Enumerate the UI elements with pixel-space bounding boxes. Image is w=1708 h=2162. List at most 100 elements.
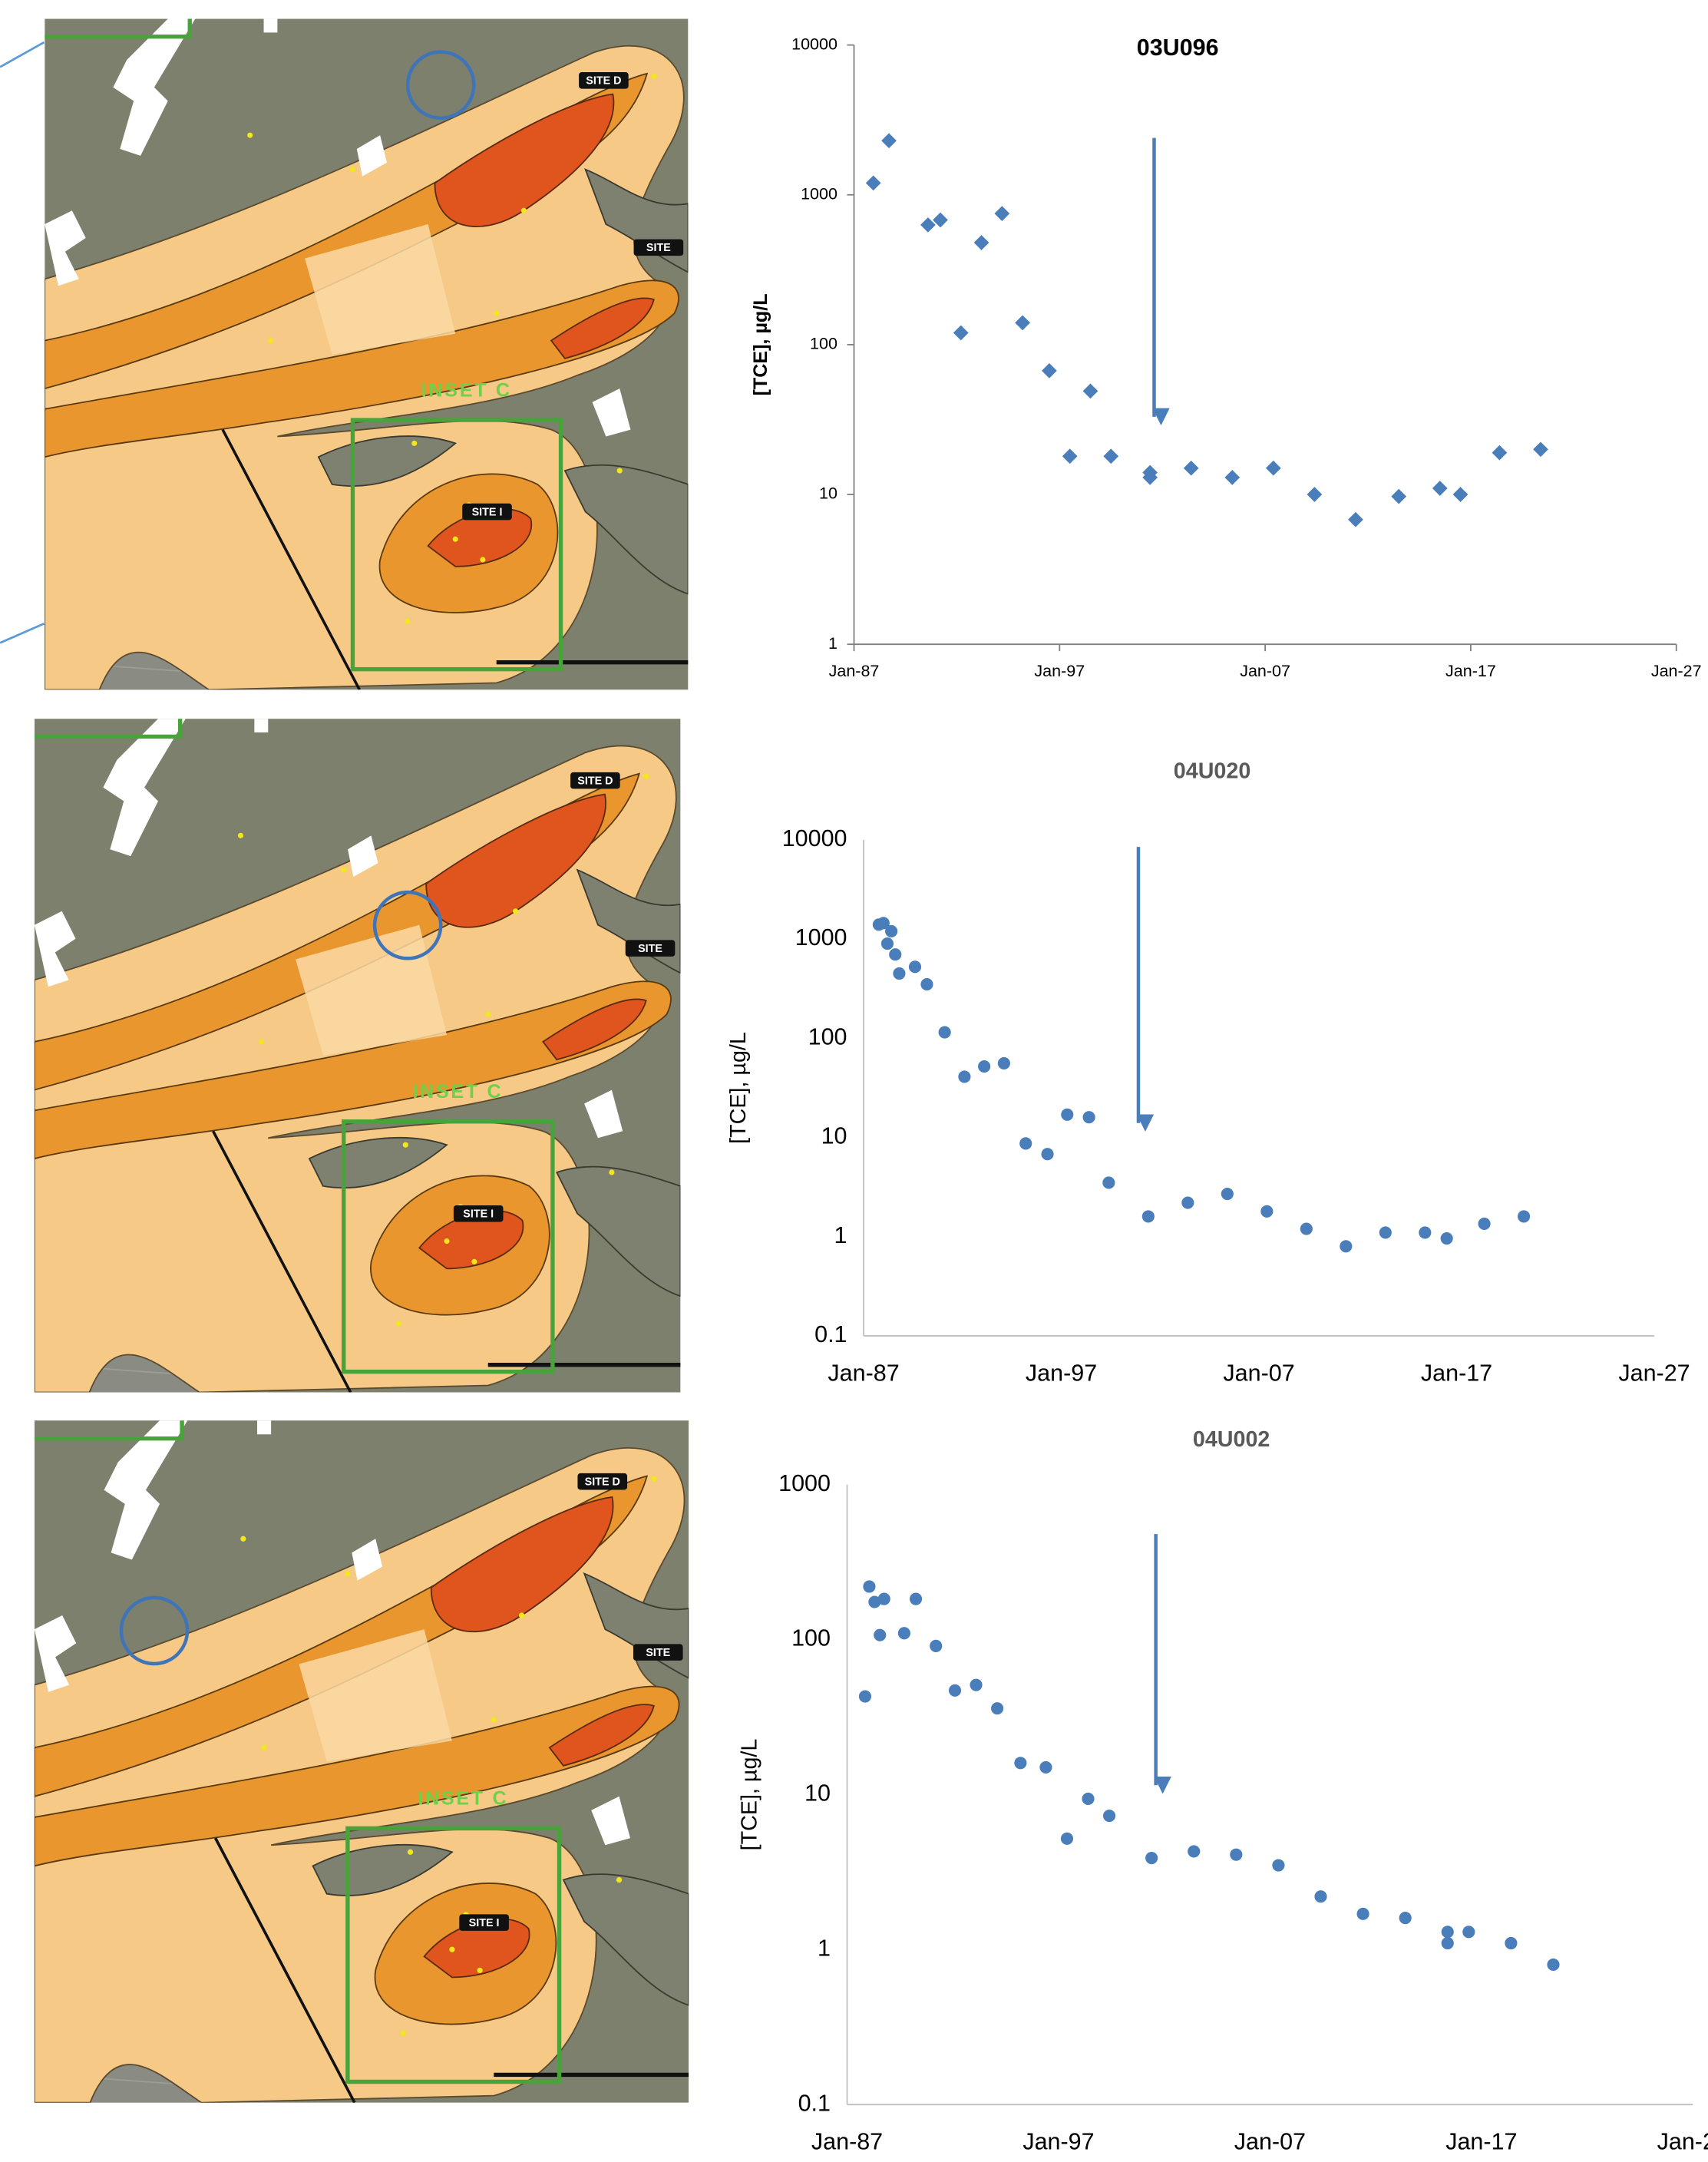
data-point [1061, 1108, 1074, 1121]
site-tag-bg [625, 940, 676, 957]
data-point [933, 212, 948, 228]
data-point [1478, 1217, 1491, 1230]
y-tick-label: 10 [804, 1780, 831, 1807]
data-point [1103, 448, 1119, 464]
data-point [1399, 1912, 1412, 1925]
data-point [1014, 1757, 1027, 1770]
data-point [1181, 1196, 1194, 1209]
chart-title: 04U002 [1193, 1427, 1270, 1452]
data-point [997, 1056, 1010, 1069]
data-point [973, 235, 989, 250]
y-axis-label: [TCE], µg/L [738, 1739, 762, 1851]
site-label: SITE [638, 943, 662, 955]
site-label: SITE D [577, 775, 613, 787]
data-point [1183, 460, 1199, 476]
data-point [908, 960, 922, 974]
data-point [1432, 481, 1448, 496]
x-tick-label: Jan-87 [829, 662, 880, 680]
site-tag-bg [453, 1205, 504, 1222]
site-tag-bg [462, 503, 512, 521]
x-tick-label: Jan-87 [828, 1360, 899, 1386]
x-tick-label: Jan-17 [1445, 2129, 1517, 2155]
data-point [1015, 315, 1030, 331]
map-panel [35, 719, 681, 1392]
well-circle [119, 1595, 190, 1666]
y-tick-label: 10 [819, 484, 837, 503]
chart: 03U096 [TCE], µg/L 1 10 100 1000 10000 Jan-87 Ja… [750, 35, 1702, 680]
data-point [1505, 1936, 1518, 1950]
x-tick-label: Jan-97 [1022, 2129, 1094, 2155]
site-tag-bg [570, 772, 620, 789]
data-point [880, 937, 894, 950]
data-point [1082, 1792, 1095, 1805]
y-tick-label: 1000 [801, 184, 837, 203]
data-point [1042, 362, 1057, 379]
data-point [909, 1592, 923, 1605]
chart-title: 04U020 [1174, 759, 1251, 784]
site-label: SITE I [469, 1917, 500, 1929]
data-point [863, 1580, 876, 1593]
site-tag-bg [459, 1914, 509, 1931]
data-point [958, 1070, 971, 1083]
data-point [1533, 441, 1548, 458]
site-tag-bg [579, 72, 629, 89]
data-point [994, 206, 1010, 222]
data-point [1307, 487, 1323, 502]
data-point [865, 175, 881, 191]
site-label: SITE I [463, 1208, 494, 1220]
data-point [1300, 1222, 1313, 1235]
y-axis-label: [TCE], µg/L [750, 293, 771, 395]
data-point [1062, 448, 1078, 464]
x-tick-label: Jan-07 [1234, 2129, 1306, 2155]
y-tick-label: 0.1 [814, 1321, 847, 1347]
data-point [991, 1702, 1004, 1715]
x-tick-label: Jan-17 [1445, 662, 1496, 680]
data-point [885, 924, 898, 938]
well-circle [405, 50, 476, 120]
callout-line [0, 623, 45, 644]
data-point [938, 1026, 951, 1039]
data-point [1419, 1226, 1432, 1239]
site-label: SITE D [585, 1476, 620, 1488]
y-tick-label: 10 [821, 1123, 847, 1149]
map-panel [0, 19, 688, 690]
site-label: SITE D [586, 74, 621, 87]
data-point [1141, 1210, 1155, 1223]
data-point [1492, 445, 1508, 461]
inset-label: INSET C [412, 1081, 503, 1102]
x-tick-label: Jan-27 [1618, 1360, 1690, 1386]
data-point [1102, 1809, 1116, 1823]
data-point [1379, 1226, 1392, 1239]
data-point [889, 948, 902, 961]
data-point [920, 217, 936, 233]
chart-title: 03U096 [1137, 35, 1219, 61]
y-tick-label: 100 [810, 335, 837, 353]
y-tick-label: 1 [828, 634, 837, 653]
y-tick-label: 0.1 [798, 2090, 831, 2116]
data-point [1082, 383, 1098, 399]
data-point [1348, 511, 1363, 527]
data-point [858, 1690, 872, 1703]
inset-label: INSET C [421, 379, 512, 401]
data-point [1102, 1176, 1115, 1189]
data-point [1145, 1851, 1158, 1865]
site-label: SITE [646, 1647, 670, 1659]
x-tick-label: Jan-27 [1657, 2129, 1708, 2155]
site-label: SITE I [472, 506, 503, 518]
data-point [1188, 1845, 1201, 1858]
data-point [1019, 1137, 1032, 1150]
y-tick-label: 10000 [782, 825, 847, 851]
data-point [874, 1628, 887, 1641]
data-point [970, 1678, 983, 1691]
data-point [877, 1592, 890, 1605]
y-tick-label: 1 [818, 1935, 831, 1961]
data-point [953, 325, 969, 341]
x-tick-label: Jan-07 [1223, 1360, 1294, 1386]
y-tick-label: 100 [791, 1625, 831, 1651]
data-point [1060, 1832, 1074, 1845]
y-axis-label: [TCE], µg/L [726, 1032, 751, 1144]
data-point [1547, 1958, 1560, 1971]
map-panel [35, 1420, 689, 2103]
data-point [1082, 1111, 1095, 1124]
